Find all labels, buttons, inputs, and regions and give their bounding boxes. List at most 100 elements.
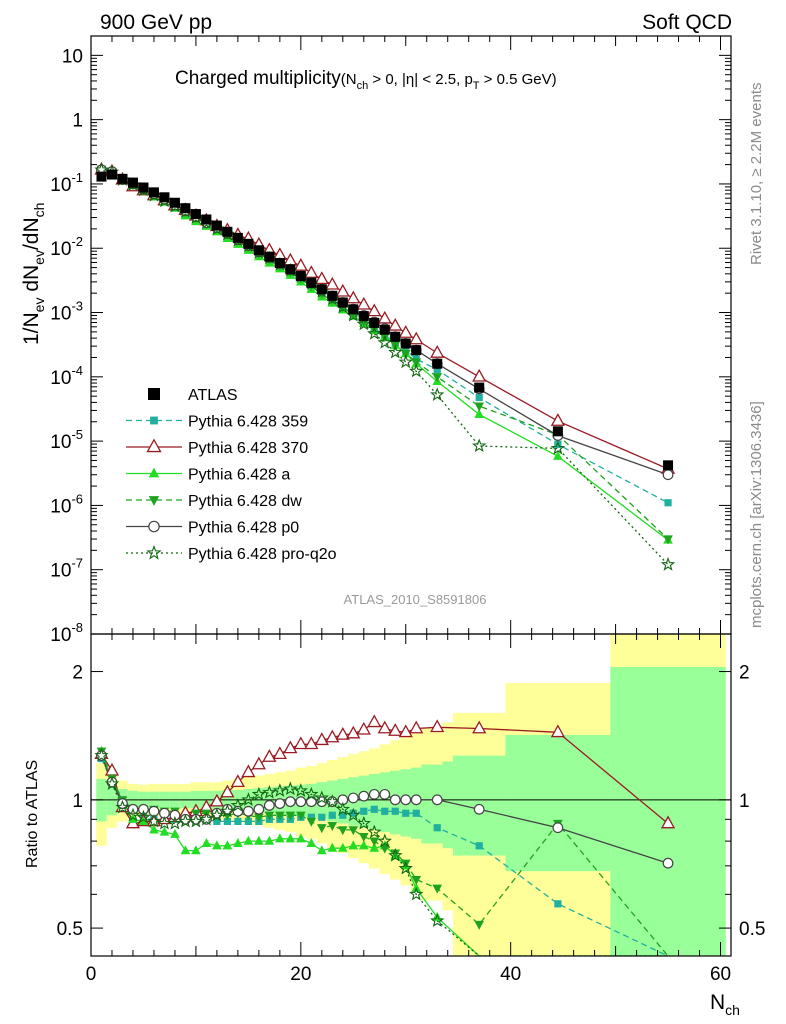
ratio-point-s4-18 — [284, 796, 296, 808]
ratio-point-s2-10 — [201, 838, 212, 848]
header-category-label: Soft QCD — [642, 11, 732, 34]
ratio-point-s5-20 — [304, 786, 319, 801]
atlas-point-6 — [159, 192, 170, 203]
atlas-point-11 — [211, 220, 222, 231]
ratio-point-s5-1 — [104, 776, 120, 790]
ratio-point-s1-34 — [660, 815, 676, 829]
ratio-point-s4-7 — [169, 809, 181, 821]
ratio-point-s1-11 — [209, 793, 225, 807]
ratio-point-s2-16 — [264, 835, 275, 845]
ratio-point-s1-27 — [377, 720, 392, 734]
ratio-point-s5-15 — [251, 786, 267, 801]
main-point-s1-21 — [314, 271, 329, 285]
main-ytick-label-6: 10-5 — [50, 427, 83, 453]
xtick-label-2: 40 — [500, 964, 521, 985]
ratio-point-s5-28 — [388, 847, 403, 862]
atlas-point-21 — [316, 284, 327, 295]
legend-entry-4: Pythia 6.428 dw — [126, 493, 302, 510]
ratio-point-s0-25 — [360, 807, 368, 815]
ratio-band-1sigma-32 — [442, 761, 453, 849]
main-point-s5-29 — [398, 354, 413, 369]
ratio-point-s4-14 — [242, 805, 254, 817]
ratio-point-s4-33 — [552, 822, 564, 834]
ratio-point-s2-5 — [149, 824, 159, 834]
atlas-point-17 — [274, 257, 285, 268]
ratio-point-s2-19 — [296, 833, 306, 843]
ratio-point-s3-28 — [390, 849, 401, 859]
ratio-point-s4-4 — [138, 803, 149, 815]
ratio-point-s4-27 — [379, 788, 391, 800]
ratio-point-s2-15 — [254, 835, 264, 845]
atlas-point-27 — [379, 324, 390, 335]
x-axis-title: Nch — [710, 991, 740, 1018]
main-point-s1-27 — [377, 310, 392, 324]
main-point-s1-22 — [325, 276, 340, 290]
legend-label-1: Pythia 6.428 359 — [188, 414, 308, 431]
ratio-point-s2-12 — [222, 840, 233, 850]
legend-label-2: Pythia 6.428 370 — [188, 440, 308, 457]
main-line-5 — [101, 169, 669, 566]
main-ytick-label-5: 10-4 — [50, 363, 83, 389]
ratio-point-s1-33 — [550, 724, 565, 738]
legend-marker-0 — [148, 388, 160, 400]
main-line-3 — [101, 168, 669, 540]
atlas-point-0 — [96, 171, 107, 182]
main-clip-group — [94, 161, 676, 571]
legend-entry-2: Pythia 6.428 370 — [126, 438, 308, 457]
ratio-point-s2-4 — [138, 815, 149, 825]
ratio-point-s5-18 — [283, 781, 298, 796]
main-point-s1-24 — [346, 290, 361, 304]
ratio-point-s3-20 — [306, 817, 317, 827]
ratio-point-s4-25 — [358, 790, 370, 802]
ratio-point-s0-23 — [339, 811, 347, 819]
main-point-s1-26 — [367, 303, 382, 317]
ratio-point-s4-34 — [662, 857, 674, 869]
ratio-point-s0-11 — [213, 817, 221, 825]
ratio-band-1sigma-26 — [369, 773, 380, 830]
legend-label-0: ATLAS — [188, 387, 238, 404]
main-point-s1-23 — [335, 283, 350, 297]
atlas-point-23 — [337, 297, 348, 308]
ratio-point-s5-23 — [335, 801, 350, 816]
ratio-point-s2-21 — [317, 845, 327, 855]
ratio-point-s1-30 — [409, 720, 424, 734]
atlas-point-9 — [190, 209, 201, 220]
ratio-point-s3-21 — [317, 824, 327, 834]
ratio-point-s5-4 — [136, 809, 151, 824]
atlas-point-5 — [148, 187, 159, 198]
ratio-point-s5-9 — [188, 813, 204, 828]
atlas-point-34 — [663, 460, 674, 471]
ratio-point-s1-25 — [356, 721, 371, 735]
ratio-point-s5-12 — [220, 803, 235, 818]
legend-marker-3 — [148, 467, 160, 478]
ratio-point-s1-22 — [325, 729, 340, 743]
ratio-point-s2-22 — [327, 842, 338, 852]
ratio-point-s1-14 — [241, 764, 256, 778]
ratio-point-s5-7 — [167, 815, 183, 830]
main-ytick-label-2: 10-1 — [50, 170, 83, 196]
atlas-point-25 — [358, 311, 369, 322]
main-ytick-label-7: 10-6 — [50, 491, 83, 517]
rivet-version-label: Rivet 3.1.10, ≥ 2.2M events — [748, 83, 765, 266]
ratio-band-1sigma-25 — [358, 775, 370, 828]
ratio-point-s0-27 — [381, 807, 389, 815]
ratio-point-s3-27 — [379, 844, 390, 854]
ratio-point-s5-29 — [398, 860, 413, 875]
ratio-point-s0-12 — [223, 817, 231, 825]
ratio-y-axis-title: Ratio to ATLAS — [24, 760, 41, 868]
ratio-point-s5-19 — [293, 783, 308, 797]
ratio-point-s1-19 — [293, 736, 308, 750]
ratio-ytick-label-0: 0.5 — [57, 919, 83, 940]
main-point-s5-31 — [430, 387, 445, 401]
legend-label-3: Pythia 6.428 a — [188, 467, 290, 484]
ratio-point-s2-23 — [338, 842, 348, 852]
ratio-point-s4-26 — [368, 788, 380, 800]
atlas-point-12 — [222, 226, 233, 237]
atlas-point-10 — [201, 214, 212, 225]
ratio-point-s3-24 — [348, 826, 359, 836]
ratio-point-s2-25 — [358, 840, 369, 850]
ratio-point-s0-31 — [433, 824, 441, 832]
main-point-s5-34 — [660, 556, 676, 571]
ratio-point-s2-11 — [212, 840, 222, 850]
main-point-s1-25 — [356, 296, 371, 310]
